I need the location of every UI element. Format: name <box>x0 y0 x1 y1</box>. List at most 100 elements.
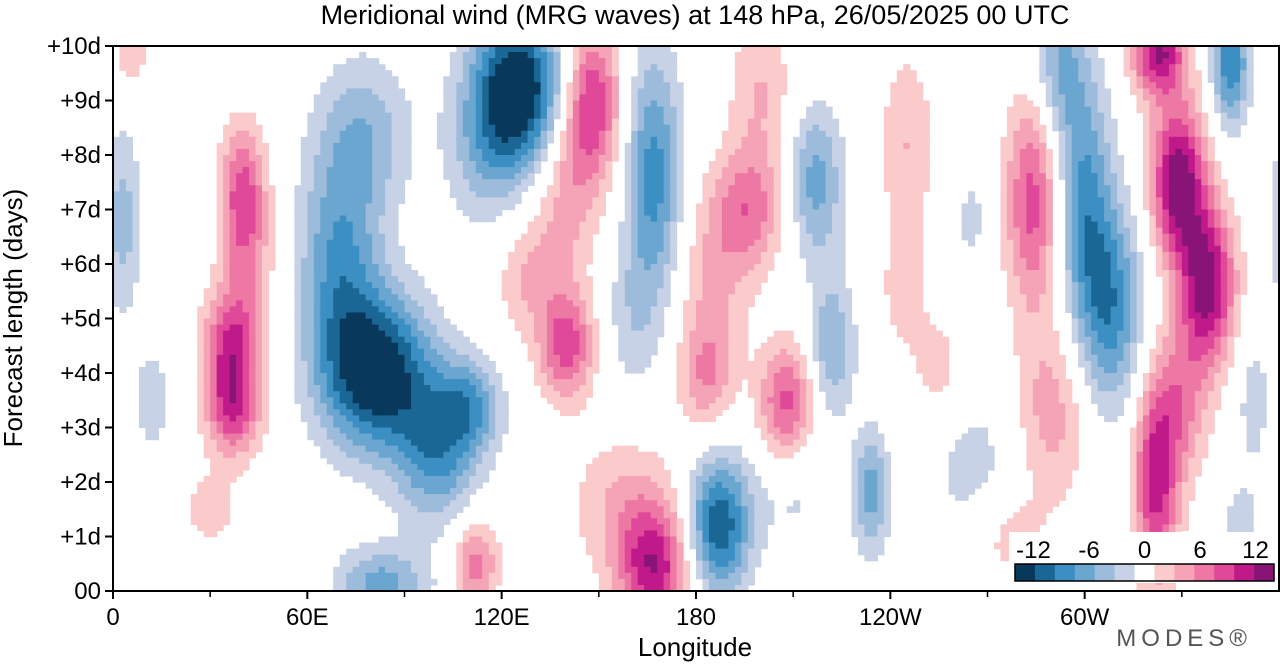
heatmap-cell <box>676 106 684 114</box>
heatmap-cell <box>514 324 522 332</box>
heatmap-cell <box>1091 167 1099 174</box>
heatmap-cell <box>611 294 619 301</box>
heatmap-cell <box>1194 191 1202 198</box>
heatmap-cell <box>650 94 658 102</box>
heatmap-cell <box>365 94 373 102</box>
heatmap-cell <box>359 233 367 241</box>
heatmap-cell <box>1201 245 1209 253</box>
heatmap-cell <box>793 142 801 150</box>
heatmap-cell <box>540 124 548 132</box>
heatmap-cell <box>1097 88 1105 96</box>
heatmap-cell <box>268 215 276 223</box>
heatmap-cell <box>1078 64 1086 71</box>
heatmap-cell <box>255 155 263 162</box>
heatmap-cell <box>1104 288 1112 295</box>
heatmap-cell <box>572 197 580 205</box>
heatmap-cell <box>1168 215 1176 223</box>
heatmap-cell <box>1194 312 1202 320</box>
heatmap-cell <box>216 215 224 223</box>
heatmap-cell <box>514 70 522 77</box>
heatmap-cell <box>780 64 788 71</box>
heatmap-cell <box>1246 64 1254 71</box>
heatmap-cell <box>754 130 762 138</box>
heatmap-cell <box>1045 324 1053 332</box>
heatmap-cell <box>579 100 587 108</box>
heatmap-cell <box>1201 270 1209 277</box>
heatmap-cell <box>443 136 451 144</box>
heatmap-cell <box>132 203 140 211</box>
heatmap-cell <box>754 167 762 174</box>
heatmap-cell <box>527 167 535 174</box>
heatmap-cell <box>572 112 580 120</box>
heatmap-cell <box>974 209 982 217</box>
heatmap-cell <box>1110 264 1118 271</box>
heatmap-cell <box>132 173 140 180</box>
heatmap-cell <box>1207 191 1215 198</box>
heatmap-cell <box>767 82 775 89</box>
heatmap-cell <box>1181 197 1189 205</box>
heatmap-cell <box>119 167 127 174</box>
heatmap-cell <box>721 142 729 150</box>
heatmap-cell <box>365 197 373 205</box>
heatmap-cell <box>443 330 451 338</box>
heatmap-cell <box>1091 88 1099 96</box>
heatmap-cell <box>1220 64 1228 71</box>
heatmap-cell <box>1091 239 1099 247</box>
heatmap-cell <box>812 282 820 289</box>
heatmap-cell <box>391 270 399 277</box>
heatmap-cell <box>197 330 205 338</box>
heatmap-cell <box>819 312 827 320</box>
heatmap-cell <box>333 161 341 168</box>
heatmap-cell <box>216 318 224 326</box>
heatmap-cell <box>508 179 516 186</box>
heatmap-cell <box>1097 257 1105 265</box>
heatmap-cell <box>326 191 334 198</box>
heatmap-cell <box>113 294 121 301</box>
heatmap-cell <box>1142 94 1151 102</box>
heatmap-cell <box>1207 155 1215 162</box>
heatmap-cell <box>696 227 704 235</box>
heatmap-cell <box>585 191 593 198</box>
heatmap-cell <box>423 300 432 307</box>
heatmap-cell <box>456 142 464 150</box>
heatmap-cell <box>890 106 898 114</box>
heatmap-cell <box>1091 306 1099 314</box>
heatmap-cell <box>1168 136 1176 144</box>
heatmap-cell <box>825 203 833 211</box>
heatmap-cell <box>644 112 652 120</box>
heatmap-cell <box>1240 46 1248 53</box>
heatmap-cell <box>514 106 522 114</box>
heatmap-cell <box>1162 167 1170 174</box>
heatmap-cell <box>812 318 820 326</box>
heatmap-cell <box>657 233 665 241</box>
heatmap-cell <box>210 264 218 271</box>
heatmap-cell <box>916 148 924 156</box>
heatmap-cell <box>339 118 347 126</box>
heatmap-cell <box>579 142 587 150</box>
heatmap-cell <box>585 209 593 217</box>
heatmap-cell <box>449 82 457 89</box>
heatmap-cell <box>1214 324 1222 332</box>
heatmap-cell <box>540 118 548 126</box>
heatmap-cell <box>572 94 580 102</box>
heatmap-cell <box>236 161 244 168</box>
heatmap-cell <box>540 64 548 71</box>
heatmap-cell <box>1091 142 1099 150</box>
heatmap-cell <box>534 251 542 259</box>
heatmap-cell <box>223 318 231 326</box>
heatmap-cell <box>670 118 678 126</box>
heatmap-cell <box>540 197 548 205</box>
heatmap-cell <box>631 239 639 247</box>
heatmap-cell <box>663 155 671 162</box>
heatmap-cell <box>760 185 768 192</box>
heatmap-cell <box>592 124 600 132</box>
heatmap-cell <box>741 209 749 217</box>
heatmap-cell <box>741 52 749 59</box>
heatmap-cell <box>1136 76 1144 83</box>
heatmap-cell <box>754 88 762 96</box>
heatmap-cell <box>417 318 425 326</box>
heatmap-cell <box>236 330 244 338</box>
heatmap-cell <box>553 245 561 253</box>
heatmap-cell <box>261 227 270 235</box>
heatmap-cell <box>1123 52 1131 59</box>
